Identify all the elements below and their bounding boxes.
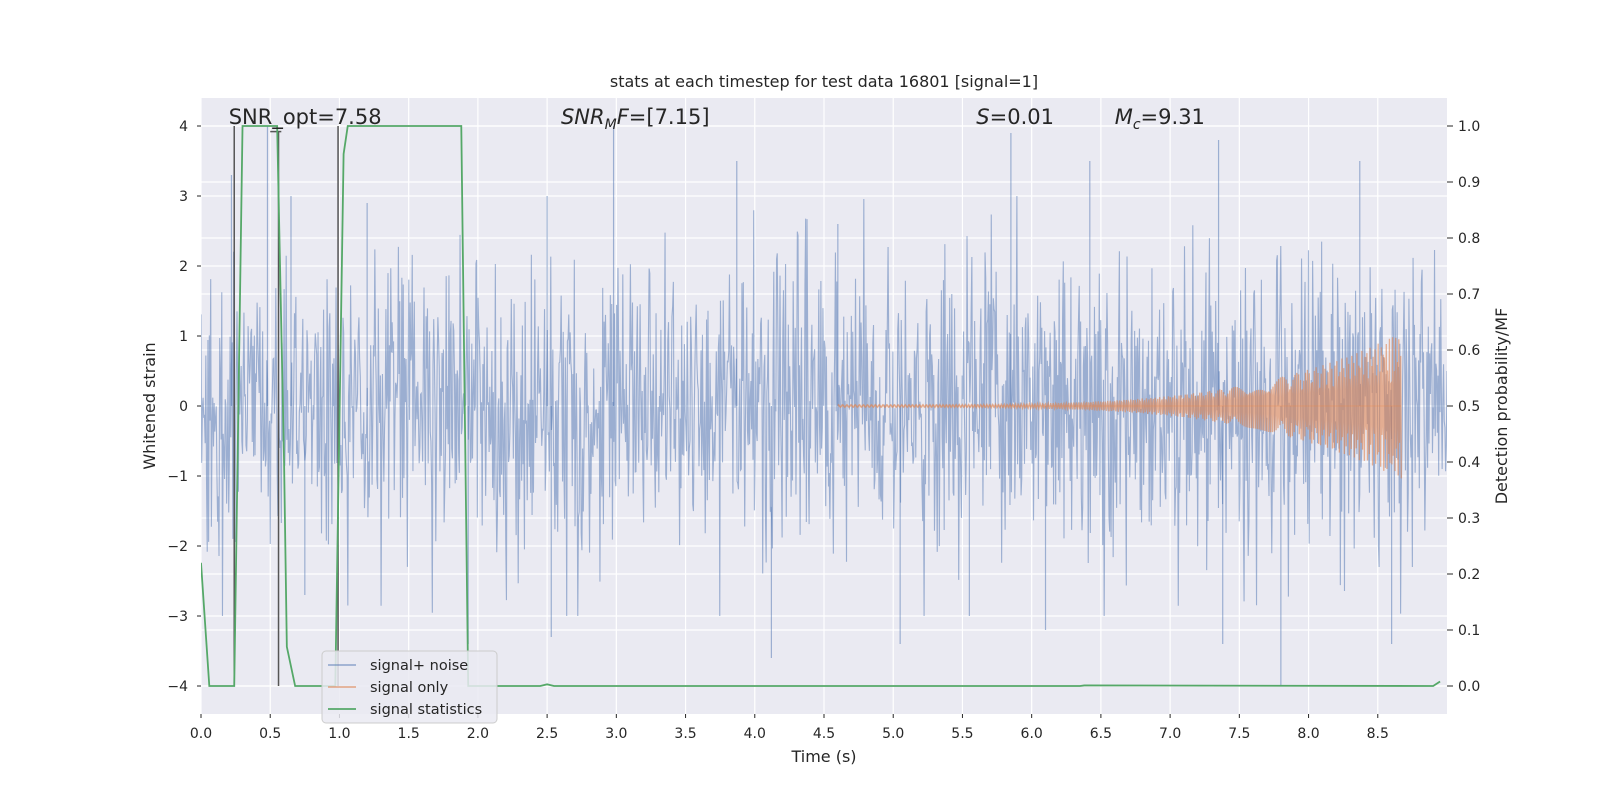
x-tick-label: 7.5	[1228, 726, 1250, 742]
y-right-tick-label: 0.7	[1458, 287, 1480, 303]
y-axis-label-left: Whitened strain	[140, 342, 159, 469]
x-tick-label: 4.5	[813, 726, 835, 742]
y-left-tick-label: −4	[167, 679, 188, 695]
series-signal-only-line	[837, 337, 1402, 479]
y-left-tick-label: −1	[167, 469, 188, 485]
x-axis-label: Time (s)	[790, 747, 856, 766]
x-tick-label: 6.5	[1090, 726, 1112, 742]
series-signal-only	[837, 337, 1402, 479]
x-tick-label: 3.5	[674, 726, 696, 742]
legend-box	[321, 650, 498, 724]
series-signal-noise-line	[201, 195, 1447, 617]
y-left-tick-label: 4	[179, 119, 188, 135]
legend: signal+ noise signal only signal statistic…	[321, 650, 498, 724]
x-tick-label: 0.0	[190, 726, 212, 742]
legend-label: signal+ noise	[370, 658, 468, 674]
y-left-tick-label: 2	[179, 259, 188, 275]
x-tick-label: 4.0	[744, 726, 766, 742]
annotation-snr-opt: SNR_opt=7.58	[229, 105, 382, 130]
y-axis-label-right: Detection probability/MF	[1492, 308, 1511, 505]
x-tick-label: 6.0	[1021, 726, 1043, 742]
x-tick-label: 1.5	[398, 726, 420, 742]
series-signal-statistics-line	[201, 125, 1441, 687]
y-right-tick-label: 1.0	[1458, 119, 1480, 135]
y-right-tick-label: 0.5	[1458, 399, 1480, 415]
legend-label: signal only	[370, 680, 449, 696]
y-right-tick-label: 0.0	[1458, 679, 1480, 695]
y-right-tick-label: 0.8	[1458, 231, 1480, 247]
series-signal-noise	[201, 126, 1447, 686]
chart-title: stats at each timestep for test data 168…	[610, 72, 1038, 91]
y-right-tick-label: 0.9	[1458, 175, 1480, 191]
x-tick-label: 8.0	[1297, 726, 1319, 742]
x-tick-label: 2.5	[536, 726, 558, 742]
annotation-s: S=0.01	[976, 105, 1054, 129]
x-tick-label: 0.5	[259, 726, 281, 742]
annotation-mc: Mc=9.31	[1115, 105, 1205, 133]
x-tick-label: 1.0	[328, 726, 350, 742]
x-tick-label: 5.0	[882, 726, 904, 742]
y-right-tick-label: 0.3	[1458, 511, 1480, 527]
legend-label: signal statistics	[370, 702, 482, 718]
y-left-tick-label: 1	[179, 329, 188, 345]
y-right-tick-label: 0.1	[1458, 623, 1480, 639]
y-left-tick-label: 3	[179, 189, 188, 205]
x-tick-label: 5.5	[951, 726, 973, 742]
y-left-tick-label: −3	[167, 609, 188, 625]
x-tick-label: 7.0	[1159, 726, 1181, 742]
y-right-tick-label: 0.6	[1458, 343, 1480, 359]
x-tick-label: 3.0	[605, 726, 627, 742]
y-right-tick-label: 0.2	[1458, 567, 1480, 583]
y-left-tick-label: −2	[167, 539, 188, 555]
y-left-tick-label: 0	[179, 399, 188, 415]
y-right-tick-label: 0.4	[1458, 455, 1480, 471]
annotation-snr-mf: SNRMF=[7.15]	[561, 105, 710, 133]
x-tick-label: 8.5	[1367, 726, 1389, 742]
x-tick-label: 2.0	[467, 726, 489, 742]
